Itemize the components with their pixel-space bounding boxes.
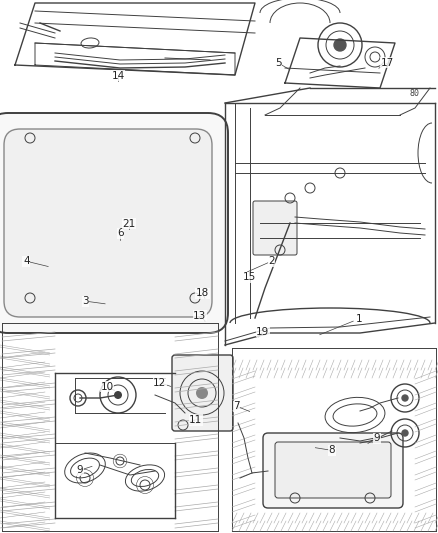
Text: 3: 3 <box>82 296 89 306</box>
Text: 9: 9 <box>373 433 380 443</box>
Text: 21: 21 <box>123 219 136 229</box>
Text: 8: 8 <box>328 446 336 455</box>
Circle shape <box>402 395 408 401</box>
FancyBboxPatch shape <box>0 113 228 333</box>
Text: 2: 2 <box>268 256 275 266</box>
Text: 80: 80 <box>410 88 420 98</box>
Circle shape <box>196 387 208 399</box>
Text: 4: 4 <box>23 256 30 266</box>
Circle shape <box>114 391 122 399</box>
Text: 15: 15 <box>243 272 256 282</box>
Text: 10: 10 <box>101 382 114 392</box>
Text: 9: 9 <box>77 465 84 475</box>
Text: 12: 12 <box>153 378 166 387</box>
Text: 11: 11 <box>189 415 202 425</box>
FancyBboxPatch shape <box>4 129 212 317</box>
Text: 18: 18 <box>196 288 209 298</box>
Circle shape <box>334 39 346 51</box>
FancyBboxPatch shape <box>172 355 233 431</box>
Text: 14: 14 <box>112 71 125 80</box>
Text: 17: 17 <box>381 58 394 68</box>
Text: 6: 6 <box>117 229 124 238</box>
Circle shape <box>402 430 408 436</box>
Text: 5: 5 <box>275 58 282 68</box>
Text: 7: 7 <box>233 401 240 411</box>
FancyBboxPatch shape <box>253 201 297 255</box>
Text: 1: 1 <box>356 314 363 324</box>
Text: 19: 19 <box>256 327 269 336</box>
FancyBboxPatch shape <box>275 442 391 498</box>
FancyBboxPatch shape <box>263 433 403 508</box>
Text: 13: 13 <box>193 311 206 320</box>
